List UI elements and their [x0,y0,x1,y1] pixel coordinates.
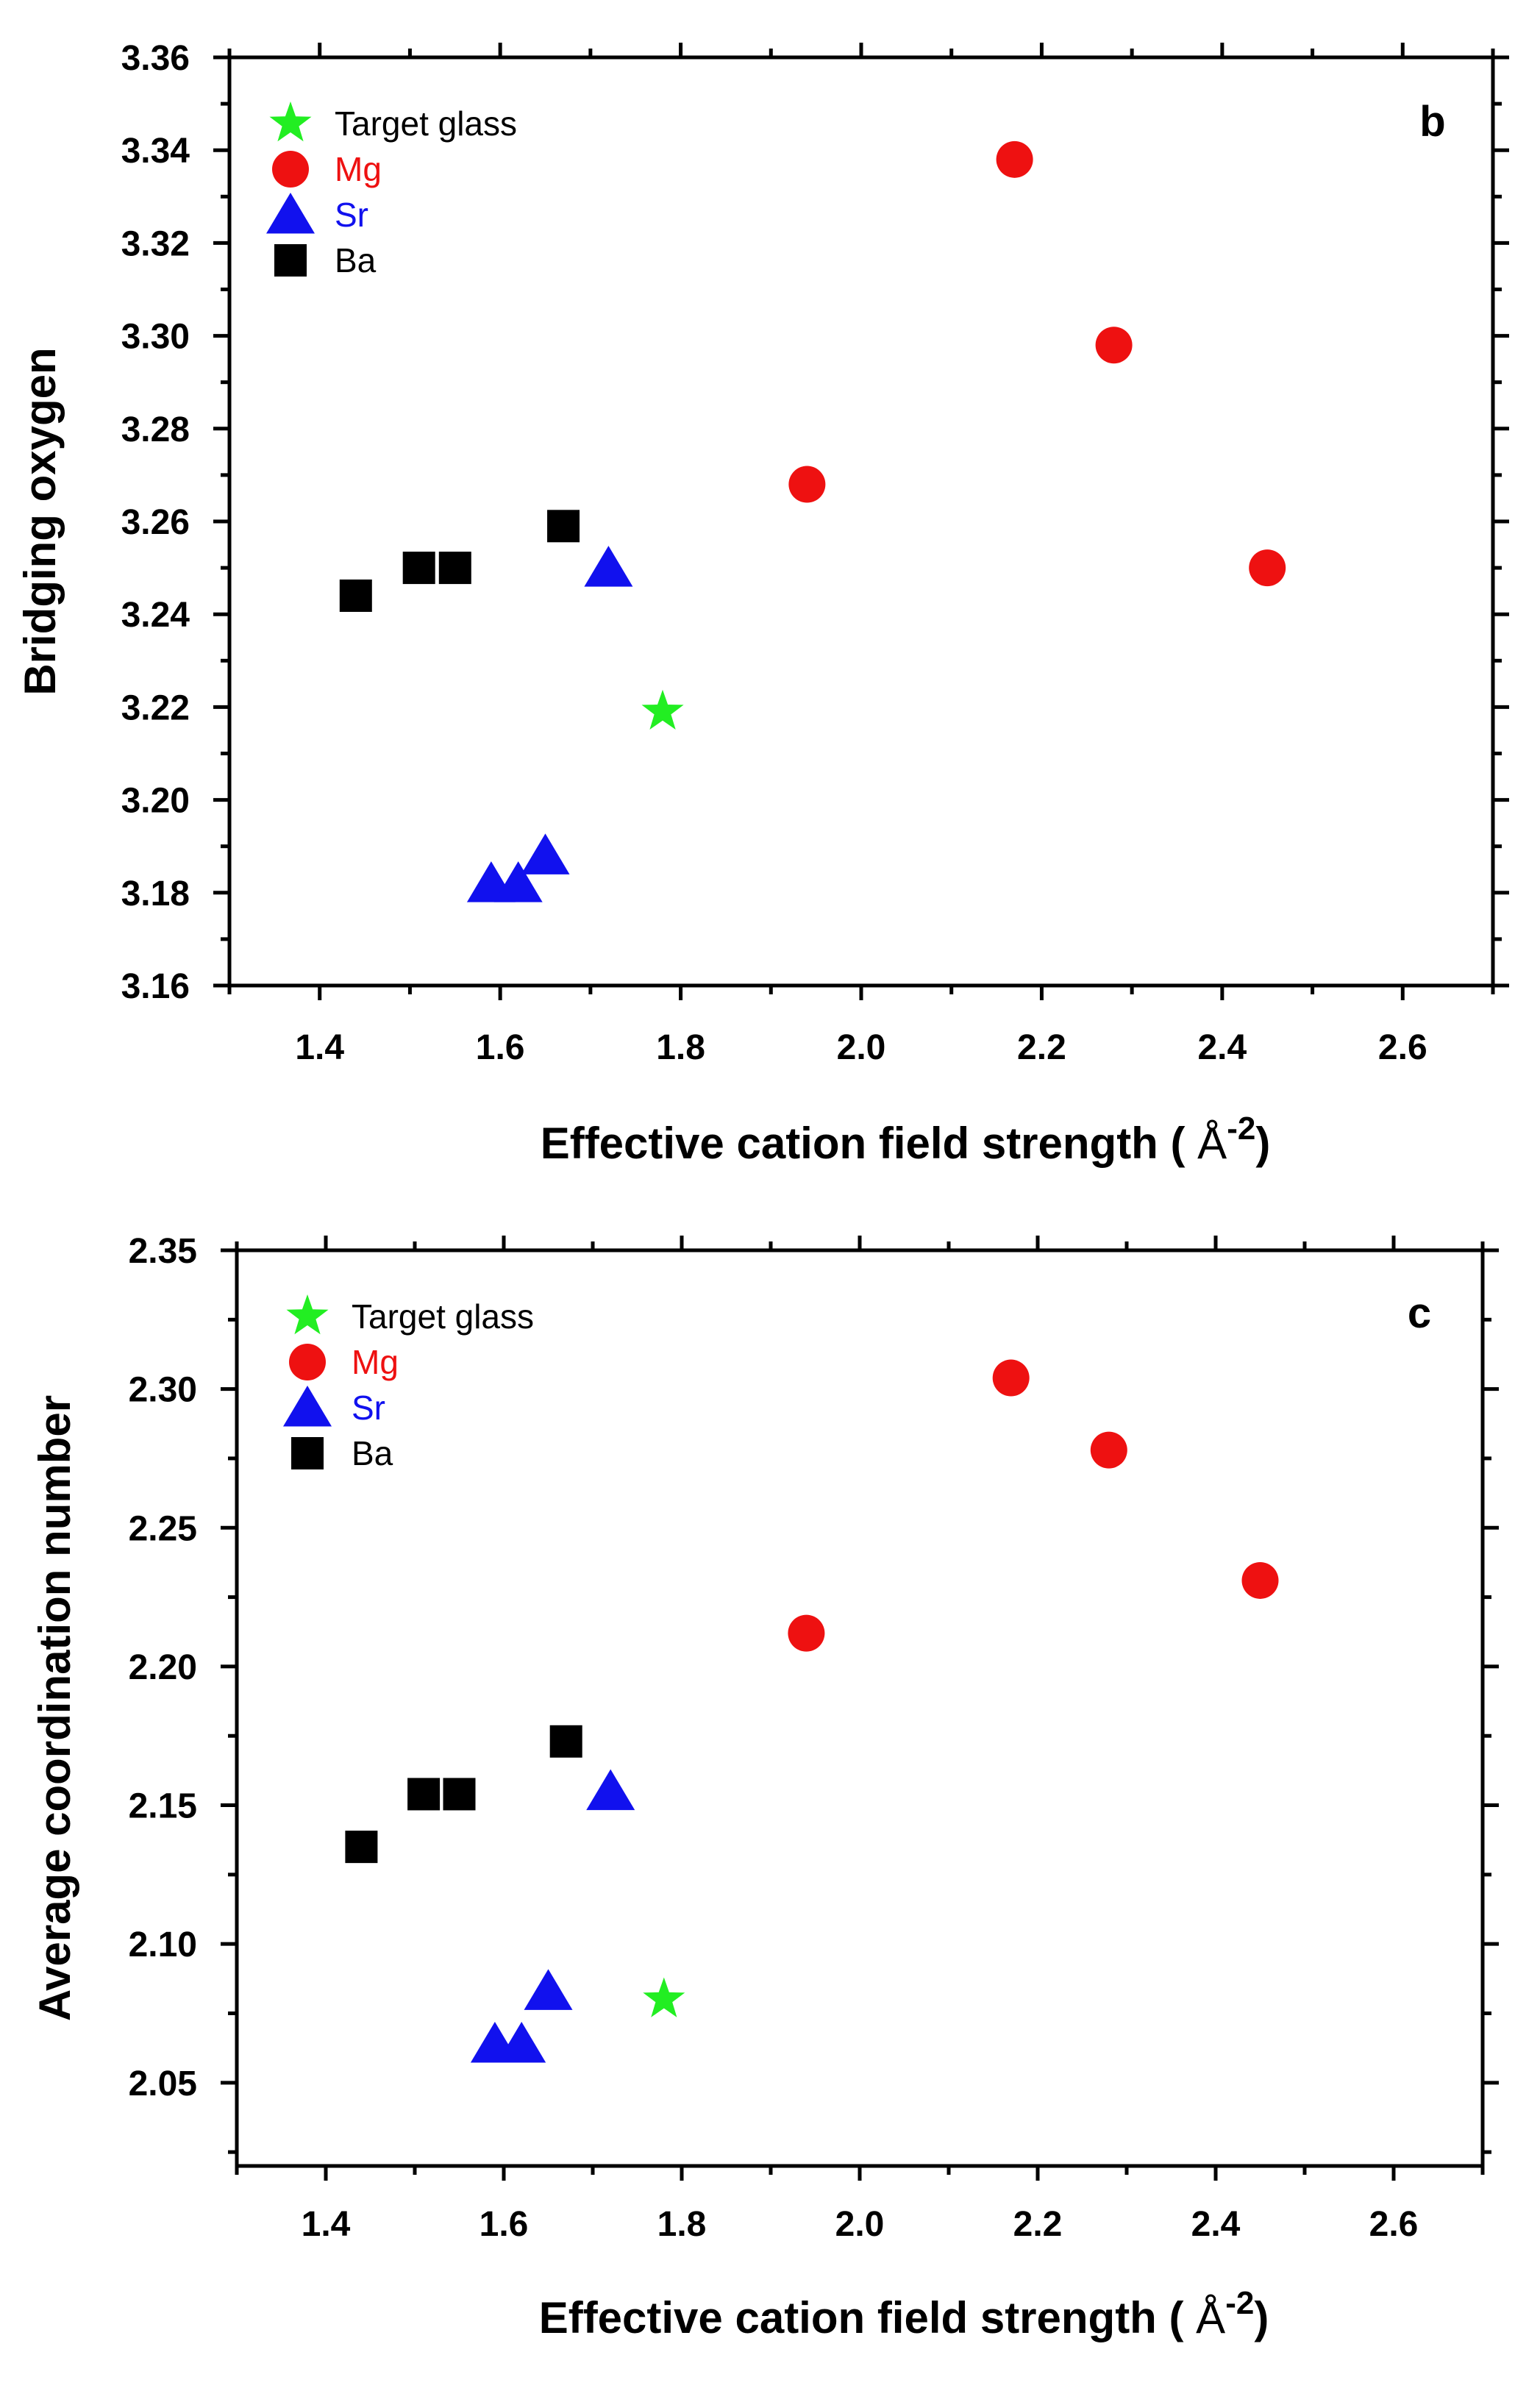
data-point [586,1769,635,1811]
legend-marker-mg [272,151,309,188]
x-tick-label: 1.4 [302,2205,351,2244]
data-point [641,689,684,730]
x-tick-label: 1.4 [295,1028,344,1067]
y-axis-title: Average coordination number [30,1395,79,2021]
legend: Target glass Mg Sr Ba [283,1294,534,1472]
legend-marker-target-glass [269,101,312,142]
legend-marker-mg [289,1344,326,1380]
plot-frame [235,1248,1485,2168]
data-point [407,1778,441,1811]
legend-label: Ba [335,241,377,279]
data-point [497,2022,546,2063]
y-tick-label: 2.25 [129,1509,197,1548]
y-tick-label: 3.30 [121,318,190,357]
panel-label: c [1408,1289,1431,1337]
x-tick-label: 2.6 [1378,1028,1427,1067]
y-tick-label: 3.18 [121,874,190,913]
data-point [996,140,1033,178]
legend-marker-target-glass [286,1294,329,1335]
y-tick-label: 3.22 [121,688,190,727]
data-point [339,579,372,612]
legend-label: Sr [335,196,368,234]
series-ba [345,1725,582,1864]
x-axis-title: Effective cation field strength ( Å-2) [539,2285,1269,2342]
data-point [1090,1431,1127,1469]
legend-marker-ba [274,244,307,277]
y-tick-label: 2.05 [129,2064,197,2103]
y-tick-label: 2.30 [129,1371,197,1410]
data-point [521,833,570,874]
x-tick-label: 2.4 [1197,1028,1247,1067]
series-ba [339,510,580,612]
chart-panel-c: 1.4 1.6 1.8 2.0 2.2 2.4 2.6 2.05 2.10 2.15 2.20 2.2… [30,1232,1499,2342]
series-target-glass [643,1977,685,2017]
legend-label: Target glass [352,1297,534,1336]
legend-label: Mg [352,1343,399,1381]
y-tick-label: 2.15 [129,1787,197,1826]
series-target-glass [641,689,684,730]
legend: Target glass Mg Sr Ba [266,101,517,279]
legend-marker-sr [283,1386,332,1427]
y-tick-label: 3.24 [121,596,190,635]
y-tick-label: 3.28 [121,410,190,449]
data-point [443,1778,476,1811]
series-sr [470,1769,635,2063]
x-tick-label: 2.2 [1017,1028,1066,1067]
legend-label: Mg [335,150,382,188]
data-point [438,552,471,585]
plot-frame [227,55,1495,988]
data-point [493,861,543,902]
x-tick-label: 2.0 [837,1028,886,1067]
x-tick-label: 1.6 [476,1028,525,1067]
legend-label: Sr [352,1389,385,1427]
data-point [547,510,580,543]
data-point [788,466,826,503]
data-point [345,1831,378,1864]
x-tick-label: 2.6 [1369,2205,1419,2244]
y-tick-label: 3.20 [121,782,190,821]
series-mg [788,140,1286,587]
data-point [1095,327,1133,364]
data-point [788,1614,825,1652]
x-axis-title: Effective cation field strength ( Å-2) [541,1111,1271,1168]
chart-panel-b: 1.4 1.6 1.8 2.0 2.2 2.4 2.6 3.16 3.18 3.20 3.22 3.2… [15,39,1509,1168]
y-tick-label: 3.34 [121,132,190,171]
x-tick-label: 1.8 [656,1028,705,1067]
x-tick-label: 1.8 [657,2205,707,2244]
x-tick-label: 2.2 [1013,2205,1063,2244]
series-mg [788,1359,1279,1652]
data-point [643,1977,685,2017]
data-point [584,546,633,587]
panel-label: b [1419,98,1445,146]
y-tick-label: 3.36 [121,39,190,78]
x-tick-label: 2.4 [1191,2205,1241,2244]
legend-label: Target glass [335,104,517,143]
y-tick-label: 3.16 [121,967,190,1006]
x-tick-label: 1.6 [480,2205,529,2244]
y-tick-label: 2.10 [129,1925,197,1964]
series-sr [466,546,633,902]
data-point [524,1969,573,2010]
data-point [1249,549,1286,587]
y-axis-title: Bridging oxygen [15,347,65,695]
y-tick-label: 3.32 [121,224,190,263]
legend-marker-sr [266,193,315,234]
legend-label: Ba [352,1434,393,1472]
data-point [992,1359,1030,1397]
data-point [402,552,435,585]
y-tick-label: 3.26 [121,503,190,542]
x-tick-label: 2.0 [835,2205,885,2244]
data-point [1241,1561,1279,1599]
y-tick-label: 2.35 [129,1232,197,1271]
y-tick-label: 2.20 [129,1648,197,1687]
legend-marker-ba [291,1437,324,1469]
data-point [549,1725,582,1758]
